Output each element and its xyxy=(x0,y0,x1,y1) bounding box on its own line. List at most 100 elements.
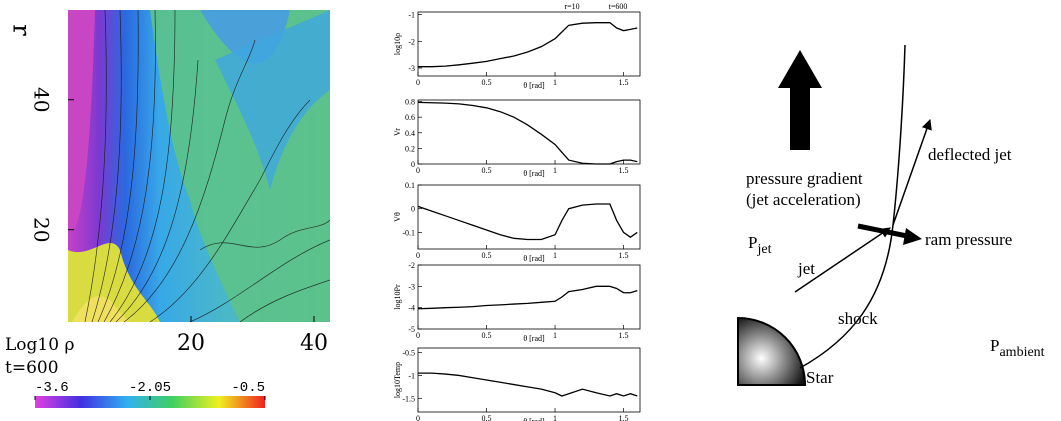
x-tick-label: 0.5 xyxy=(482,331,492,340)
x-tick-label: 0 xyxy=(416,78,420,87)
y-tick-label: -1.5 xyxy=(402,394,415,403)
x-tick-label: 1.5 xyxy=(619,331,629,340)
x-tick-label: 1.5 xyxy=(619,414,629,421)
y-axis-label: log10ρ xyxy=(393,33,402,55)
y-axis-label: log10Temp xyxy=(393,362,402,398)
plot-frame xyxy=(417,11,641,77)
x-tick-label: 0 xyxy=(416,414,420,421)
y-tick-label: -2 xyxy=(408,37,415,46)
x-axis-label: θ [rad] xyxy=(523,334,545,343)
x-tick-label: 0.5 xyxy=(482,414,492,421)
colorbar-ramp xyxy=(35,396,265,408)
label: Pjet xyxy=(748,233,772,257)
ram-arrow-shaft xyxy=(857,223,913,240)
x-tick-label: 1 xyxy=(553,251,557,260)
y-tick-label: 20 xyxy=(30,217,54,242)
density-map xyxy=(68,10,330,322)
y-tick-label: -4 xyxy=(408,304,415,313)
y-tick-label: 0 xyxy=(411,205,415,214)
plot-frame xyxy=(417,347,641,413)
colorbar-tick-label: -0.5 xyxy=(231,380,265,396)
star xyxy=(737,316,807,386)
label: shock xyxy=(838,309,878,328)
data-line xyxy=(418,372,638,397)
x-tick-label: 20 xyxy=(177,331,205,356)
x-tick-label: 1.5 xyxy=(619,78,629,87)
x-tick-label: 1 xyxy=(553,331,557,340)
data-line xyxy=(417,101,638,165)
label: deflected jet xyxy=(928,145,1012,164)
label: pressure gradient xyxy=(746,169,863,188)
data-line xyxy=(418,22,638,68)
y-tick-label: 0.4 xyxy=(405,129,415,138)
label: Pambient xyxy=(990,336,1045,360)
colorbar-tick-label: -3.6 xyxy=(35,380,69,396)
data-line xyxy=(417,203,638,241)
simulation-panel: r Log10 ρ t=600 20 40 20 40 -3.6 -2.05 -0.5 xyxy=(5,10,330,408)
diagram: pressure gradient (jet acceleration) def… xyxy=(737,44,1045,387)
x-tick-label: 1 xyxy=(553,78,557,87)
deflected-jet-arrow xyxy=(892,119,932,226)
y-tick-label: -1 xyxy=(408,371,415,380)
jet-arrow xyxy=(794,227,891,293)
y-tick-label: -0.1 xyxy=(402,228,415,237)
line-chart: 0 0.2 0.4 0.6 0.8 0 0.5 1 1.5 θ [rad] Vr xyxy=(393,98,641,178)
annotation: t=600 xyxy=(609,2,628,11)
y-tick-label: -3 xyxy=(408,282,415,291)
x-tick-label: 1.5 xyxy=(619,251,629,260)
colorbar-tick-label: -2.05 xyxy=(129,380,171,396)
x-axis-label: θ [rad] xyxy=(523,254,545,263)
x-tick-label: 0 xyxy=(416,251,420,260)
x-tick-label: 1 xyxy=(553,166,557,175)
x-tick-label: 0.5 xyxy=(482,251,492,260)
y-tick-label: 40 xyxy=(30,87,54,112)
y-tick-label: 0.8 xyxy=(405,98,415,107)
x-tick-label: 0.5 xyxy=(482,166,492,175)
y-tick-label: 0.1 xyxy=(405,181,415,190)
plot-frame xyxy=(417,99,641,165)
y-tick-label: 0.6 xyxy=(405,113,415,122)
quantity-label: Log10 ρ xyxy=(5,335,74,355)
data-line xyxy=(417,285,638,310)
y-axis-label: Vr xyxy=(393,128,402,136)
subscript: jet xyxy=(756,242,771,257)
time-label: t=600 xyxy=(5,358,59,378)
subscript: ambient xyxy=(999,345,1044,360)
label: ram pressure xyxy=(925,230,1012,249)
y-tick-label: -1 xyxy=(408,11,415,20)
plot-frame xyxy=(417,264,641,330)
x-tick-label: 40 xyxy=(300,331,328,356)
ram-arrow-head xyxy=(903,228,922,245)
symbol: P xyxy=(748,233,757,252)
y-tick-label: 0 xyxy=(411,160,415,169)
x-axis-label: θ [rad] xyxy=(523,169,545,178)
y-tick-label: -2 xyxy=(408,261,415,270)
y-tick-label: -3 xyxy=(408,64,415,73)
y-tick-label: -5 xyxy=(408,325,415,334)
x-tick-label: 1.5 xyxy=(619,166,629,175)
line-chart: -1.5 -1 -0.5 0 0.5 1 1.5 θ [rad] log10Temp xyxy=(393,347,641,421)
symbol: P xyxy=(990,336,999,355)
pressure-arrow xyxy=(778,50,822,150)
label: Star xyxy=(806,368,834,387)
annotation: r=10 xyxy=(564,2,579,11)
y-axis-label: log10Pr xyxy=(393,284,402,310)
y-axis-label: Vθ xyxy=(393,212,402,222)
label: (jet acceleration) xyxy=(746,190,861,209)
x-axis-label: θ [rad] xyxy=(523,81,545,90)
x-axis-label: θ [rad] xyxy=(523,417,545,421)
label: jet xyxy=(797,259,815,278)
sim-axis-label: r xyxy=(8,24,36,36)
line-chart: -5 -4 -3 -2 0 0.5 1 1.5 θ [rad] log10Pr xyxy=(393,261,641,343)
x-tick-label: 0.5 xyxy=(482,78,492,87)
line-chart: -0.1 0 0.1 0 0.5 1 1.5 θ [rad] Vθ xyxy=(393,181,641,263)
line-chart: -3 -2 -1 0 0.5 1 1.5 θ [rad] log10ρ r=10 t=600 xyxy=(393,2,641,90)
x-tick-label: 1 xyxy=(553,414,557,421)
plot-frame xyxy=(417,184,641,250)
y-tick-label: -0.5 xyxy=(402,349,415,358)
y-tick-label: 0.2 xyxy=(405,144,415,153)
colorbar: -3.6 -2.05 -0.5 xyxy=(34,380,266,408)
x-tick-label: 0 xyxy=(416,166,420,175)
x-tick-label: 0 xyxy=(416,331,420,340)
